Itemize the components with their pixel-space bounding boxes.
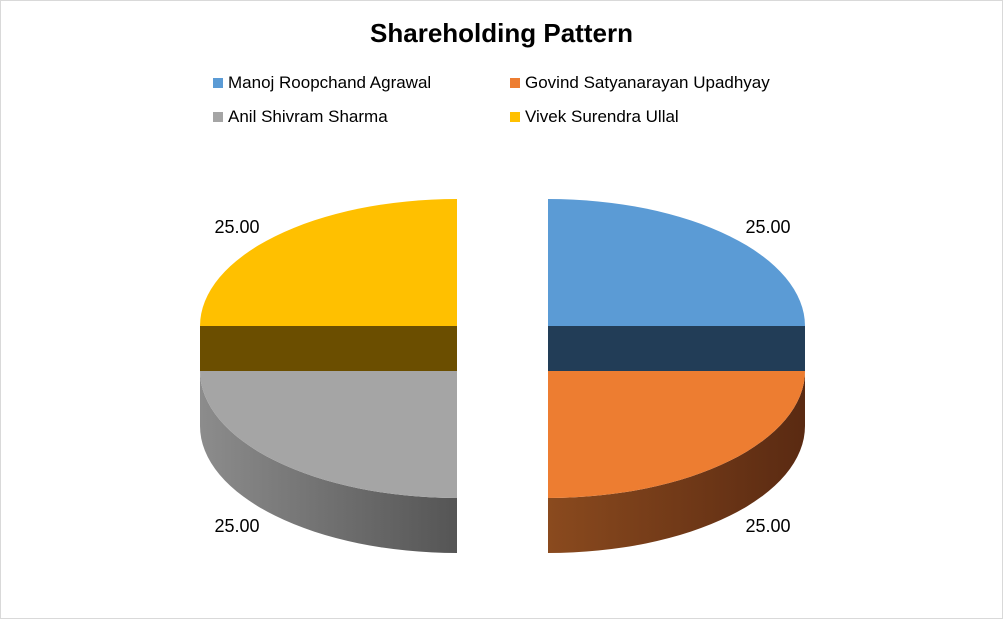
slice-side-vivek — [200, 326, 457, 371]
legend-label: Vivek Surendra Ullal — [525, 107, 679, 126]
chart-title: Shareholding Pattern — [370, 18, 633, 48]
legend-swatch — [510, 78, 520, 88]
slice-wall-anil — [200, 371, 457, 553]
slice-wall-govind — [548, 371, 805, 553]
slice-vivek — [200, 199, 457, 326]
data-label-manoj: 25.00 — [745, 217, 790, 237]
data-label-anil: 25.00 — [214, 516, 259, 536]
legend-item-vivek: Vivek Surendra Ullal — [510, 107, 679, 127]
legend-label: Manoj Roopchand Agrawal — [228, 73, 432, 92]
legend-label: Anil Shivram Sharma — [228, 107, 388, 126]
legend-item-anil: Anil Shivram Sharma — [213, 107, 388, 127]
legend-swatch — [213, 112, 223, 122]
slice-anil — [200, 371, 457, 498]
data-label-vivek: 25.00 — [214, 217, 259, 237]
slice-govind — [548, 371, 805, 498]
legend-label: Govind Satyanarayan Upadhyay — [525, 73, 770, 92]
legend-item-manoj: Manoj Roopchand Agrawal — [213, 73, 431, 93]
legend-item-govind: Govind Satyanarayan Upadhyay — [510, 73, 770, 93]
slice-side-manoj — [548, 326, 805, 371]
legend-swatch — [213, 78, 223, 88]
data-label-govind: 25.00 — [745, 516, 790, 536]
slice-manoj — [548, 199, 805, 326]
legend-swatch — [510, 112, 520, 122]
